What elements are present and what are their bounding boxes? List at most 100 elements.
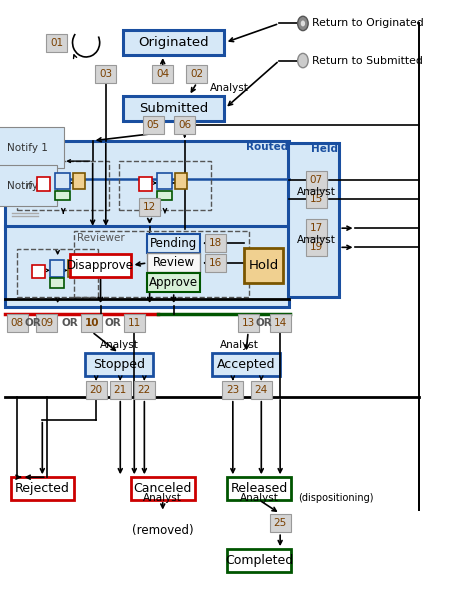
Text: OR: OR [24,318,41,328]
Text: OR: OR [61,318,78,328]
FancyBboxPatch shape [123,96,224,121]
Text: 22: 22 [138,385,151,395]
Text: 19: 19 [310,242,323,253]
FancyBboxPatch shape [270,314,291,332]
FancyBboxPatch shape [5,226,289,307]
Text: 14: 14 [274,318,287,328]
Text: 08: 08 [11,318,24,328]
Text: OR: OR [105,318,122,328]
Text: 15: 15 [310,194,323,205]
Text: Return to Originated: Return to Originated [312,19,423,28]
Text: Analyst: Analyst [240,493,279,503]
FancyBboxPatch shape [139,198,160,216]
Text: Routed: Routed [246,142,288,152]
Text: Canceled: Canceled [134,482,192,495]
Text: (removed): (removed) [132,524,194,537]
Text: Reviewer: Reviewer [77,233,125,243]
FancyBboxPatch shape [110,381,131,399]
FancyBboxPatch shape [244,248,283,283]
Text: Review: Review [153,256,195,269]
FancyBboxPatch shape [32,265,45,278]
Text: Notify: Notify [7,181,41,191]
FancyBboxPatch shape [174,116,195,134]
Text: n: n [26,181,33,191]
Text: 04: 04 [156,69,169,79]
FancyBboxPatch shape [157,173,171,189]
FancyBboxPatch shape [222,381,243,399]
Text: Disapprove: Disapprove [67,259,134,272]
FancyBboxPatch shape [205,254,226,272]
Text: 21: 21 [114,385,127,395]
Text: 06: 06 [178,119,191,130]
Text: Accepted: Accepted [217,358,275,371]
Text: 18: 18 [209,238,222,248]
FancyBboxPatch shape [306,238,327,256]
Text: 20: 20 [90,385,103,395]
FancyBboxPatch shape [139,177,152,191]
FancyBboxPatch shape [288,143,339,297]
FancyBboxPatch shape [85,353,153,376]
Circle shape [301,20,305,26]
FancyBboxPatch shape [152,65,173,83]
FancyBboxPatch shape [70,254,131,277]
Text: Hold: Hold [248,259,279,272]
FancyBboxPatch shape [212,353,280,376]
Text: Released: Released [230,482,288,495]
Text: Approve: Approve [149,276,198,289]
FancyBboxPatch shape [46,34,67,52]
Text: 01: 01 [50,38,63,47]
Text: Submitted: Submitted [139,102,208,115]
FancyBboxPatch shape [50,260,64,277]
FancyBboxPatch shape [306,190,327,208]
Text: 16: 16 [209,258,222,268]
Text: 25: 25 [274,518,287,528]
Text: 02: 02 [190,69,203,79]
FancyBboxPatch shape [55,173,70,189]
FancyBboxPatch shape [251,381,272,399]
FancyBboxPatch shape [37,177,50,191]
FancyBboxPatch shape [55,191,70,200]
Text: Analyst: Analyst [220,340,259,350]
FancyBboxPatch shape [5,141,289,229]
FancyBboxPatch shape [148,233,200,253]
FancyBboxPatch shape [175,173,187,189]
Text: Notify 1: Notify 1 [7,143,48,152]
Text: Held: Held [311,144,338,154]
FancyBboxPatch shape [205,234,226,252]
Text: Analyst: Analyst [99,340,139,350]
FancyBboxPatch shape [238,314,259,332]
Text: Completed: Completed [225,554,293,567]
FancyBboxPatch shape [148,273,200,292]
FancyBboxPatch shape [306,171,327,189]
FancyBboxPatch shape [134,381,155,399]
Text: 05: 05 [147,119,160,130]
Text: Stopped: Stopped [93,358,145,371]
Text: 24: 24 [255,385,268,395]
FancyBboxPatch shape [123,30,224,55]
Text: (dispositioning): (dispositioning) [298,493,374,503]
FancyBboxPatch shape [95,65,117,83]
Circle shape [297,53,308,68]
FancyBboxPatch shape [10,477,74,500]
FancyBboxPatch shape [157,191,171,200]
Text: 12: 12 [143,202,156,212]
Text: Analyst: Analyst [297,187,336,197]
Text: Originated: Originated [139,36,209,49]
FancyBboxPatch shape [143,116,164,134]
Circle shape [297,16,308,31]
Text: 10: 10 [85,318,99,328]
FancyBboxPatch shape [186,65,207,83]
Text: Analyst: Analyst [297,235,336,245]
Text: 07: 07 [310,175,323,185]
Text: 23: 23 [226,385,239,395]
Text: OR: OR [256,318,273,328]
FancyBboxPatch shape [131,477,194,500]
FancyBboxPatch shape [124,314,145,332]
FancyBboxPatch shape [270,514,291,532]
FancyBboxPatch shape [50,278,64,288]
Text: Rejected: Rejected [15,482,70,495]
Text: Return to Submitted: Return to Submitted [312,56,423,65]
Text: 11: 11 [128,318,141,328]
Text: Pending: Pending [150,236,198,250]
Text: 13: 13 [242,318,255,328]
